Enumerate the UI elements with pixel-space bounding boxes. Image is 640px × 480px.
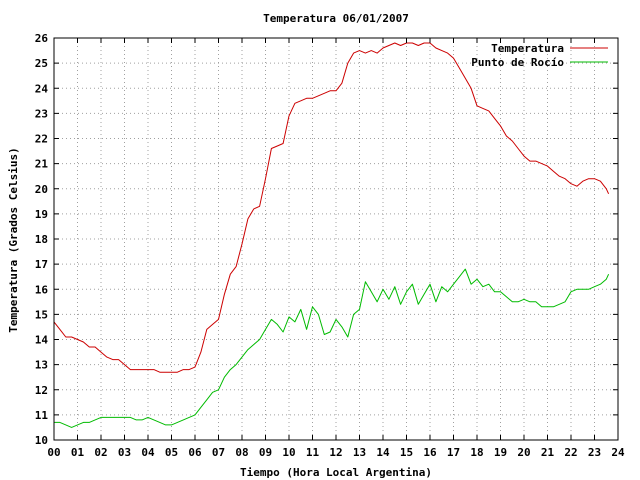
y-tick-label: 16 bbox=[35, 283, 49, 296]
x-tick-label: 18 bbox=[470, 446, 483, 459]
x-tick-label: 16 bbox=[423, 446, 437, 459]
x-tick-label: 09 bbox=[259, 446, 272, 459]
legend-label-punto-de-rocio: Punto de Rocío bbox=[471, 56, 564, 69]
ticks: 00 01 02 03 04 05 06 07 08 09 10 11 12 13 14 15 16 17 18 19… bbox=[35, 32, 625, 459]
x-tick-label: 01 bbox=[71, 446, 85, 459]
x-tick-label: 17 bbox=[447, 446, 460, 459]
x-tick-label: 08 bbox=[235, 446, 248, 459]
x-tick-label: 05 bbox=[165, 446, 178, 459]
x-tick-label: 14 bbox=[376, 446, 390, 459]
punto-de-rocio-line bbox=[54, 268, 610, 428]
y-tick-label: 19 bbox=[35, 208, 48, 221]
x-tick-label: 04 bbox=[141, 446, 155, 459]
x-tick-label: 00 bbox=[47, 446, 60, 459]
series-layer bbox=[53, 42, 610, 428]
y-tick-label: 15 bbox=[35, 308, 48, 321]
x-tick-label: 15 bbox=[400, 446, 413, 459]
y-tick-label: 14 bbox=[35, 334, 49, 347]
y-tick-label: 12 bbox=[35, 384, 48, 397]
x-tick-label: 24 bbox=[611, 446, 625, 459]
x-tick-label: 06 bbox=[188, 446, 202, 459]
y-tick-label: 23 bbox=[35, 107, 48, 120]
x-tick-label: 11 bbox=[306, 446, 320, 459]
y-axis-label: Temperatura (Grados Celsius) bbox=[7, 147, 20, 332]
x-axis-label: Tiempo (Hora Local Argentina) bbox=[240, 466, 432, 479]
y-tick-label: 21 bbox=[35, 158, 49, 171]
x-tick-label: 02 bbox=[94, 446, 107, 459]
y-tick-label: 20 bbox=[35, 183, 48, 196]
y-tick-label: 24 bbox=[35, 82, 49, 95]
y-tick-label: 13 bbox=[35, 359, 48, 372]
x-tick-label: 19 bbox=[494, 446, 507, 459]
x-tick-label: 23 bbox=[588, 446, 601, 459]
y-tick-label: 25 bbox=[35, 57, 48, 70]
x-tick-label: 20 bbox=[517, 446, 530, 459]
x-tick-label: 12 bbox=[329, 446, 342, 459]
y-tick-label: 26 bbox=[35, 32, 49, 45]
chart-title: Temperatura 06/01/2007 bbox=[263, 12, 409, 25]
y-tick-label: 18 bbox=[35, 233, 48, 246]
x-tick-label: 22 bbox=[564, 446, 577, 459]
x-tick-label: 03 bbox=[118, 446, 131, 459]
y-tick-label: 10 bbox=[35, 434, 48, 447]
y-tick-label: 11 bbox=[35, 409, 49, 422]
x-tick-label: 21 bbox=[541, 446, 555, 459]
x-tick-label: 10 bbox=[282, 446, 295, 459]
grid bbox=[54, 38, 618, 440]
temperatura-line bbox=[53, 42, 610, 373]
y-tick-label: 22 bbox=[35, 133, 48, 146]
x-tick-label: 07 bbox=[212, 446, 225, 459]
x-tick-label: 13 bbox=[353, 446, 366, 459]
legend-label-temperatura: Temperatura bbox=[491, 42, 564, 55]
y-tick-label: 17 bbox=[35, 258, 48, 271]
legend: Temperatura Punto de Rocío bbox=[471, 42, 608, 69]
